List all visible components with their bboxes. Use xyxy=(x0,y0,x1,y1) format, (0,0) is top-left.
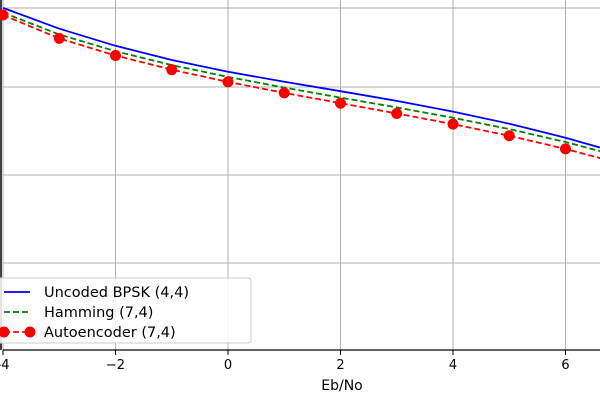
series-1 xyxy=(2,11,600,153)
legend-item: Hamming (7,4) xyxy=(4,305,153,321)
x-tick-label: 6 xyxy=(561,358,569,373)
legend-label: Hamming (7,4) xyxy=(44,305,153,321)
legend: Uncoded BPSK (4,4) Hamming (7,4) Autoencod… xyxy=(0,277,252,344)
series-point xyxy=(53,32,65,44)
legend-marker xyxy=(0,326,10,338)
series-point xyxy=(0,9,9,21)
series-0 xyxy=(2,7,600,149)
series-point xyxy=(560,143,571,155)
series-point xyxy=(278,87,290,99)
series-point xyxy=(222,76,234,88)
legend-item: Autoencoder (7,4) xyxy=(0,325,176,341)
x-tick-labels: -4 −2 0 2 4 6 xyxy=(0,358,570,373)
series-layer xyxy=(0,7,600,160)
x-tick-label: −2 xyxy=(106,358,125,373)
x-axis-label: Eb/No xyxy=(321,378,363,394)
series-point xyxy=(447,118,459,130)
legend-box xyxy=(0,277,252,344)
series-line xyxy=(2,7,600,149)
x-tick-label: 0 xyxy=(224,358,232,373)
series-point xyxy=(110,50,121,62)
x-tick-label: -4 xyxy=(0,358,9,373)
series-2 xyxy=(0,9,600,160)
series-point xyxy=(335,97,346,109)
x-tick-label: 2 xyxy=(336,358,344,373)
legend-label: Uncoded BPSK (4,4) xyxy=(44,285,189,301)
series-point xyxy=(166,64,178,76)
series-line xyxy=(2,11,600,153)
legend-label: Autoencoder (7,4) xyxy=(44,325,176,341)
series-point xyxy=(391,107,403,119)
series-point xyxy=(503,130,515,142)
legend-marker xyxy=(24,326,36,338)
x-tick-label: 4 xyxy=(449,358,457,373)
legend-item: Uncoded BPSK (4,4) xyxy=(4,285,189,301)
series-line xyxy=(2,14,600,160)
